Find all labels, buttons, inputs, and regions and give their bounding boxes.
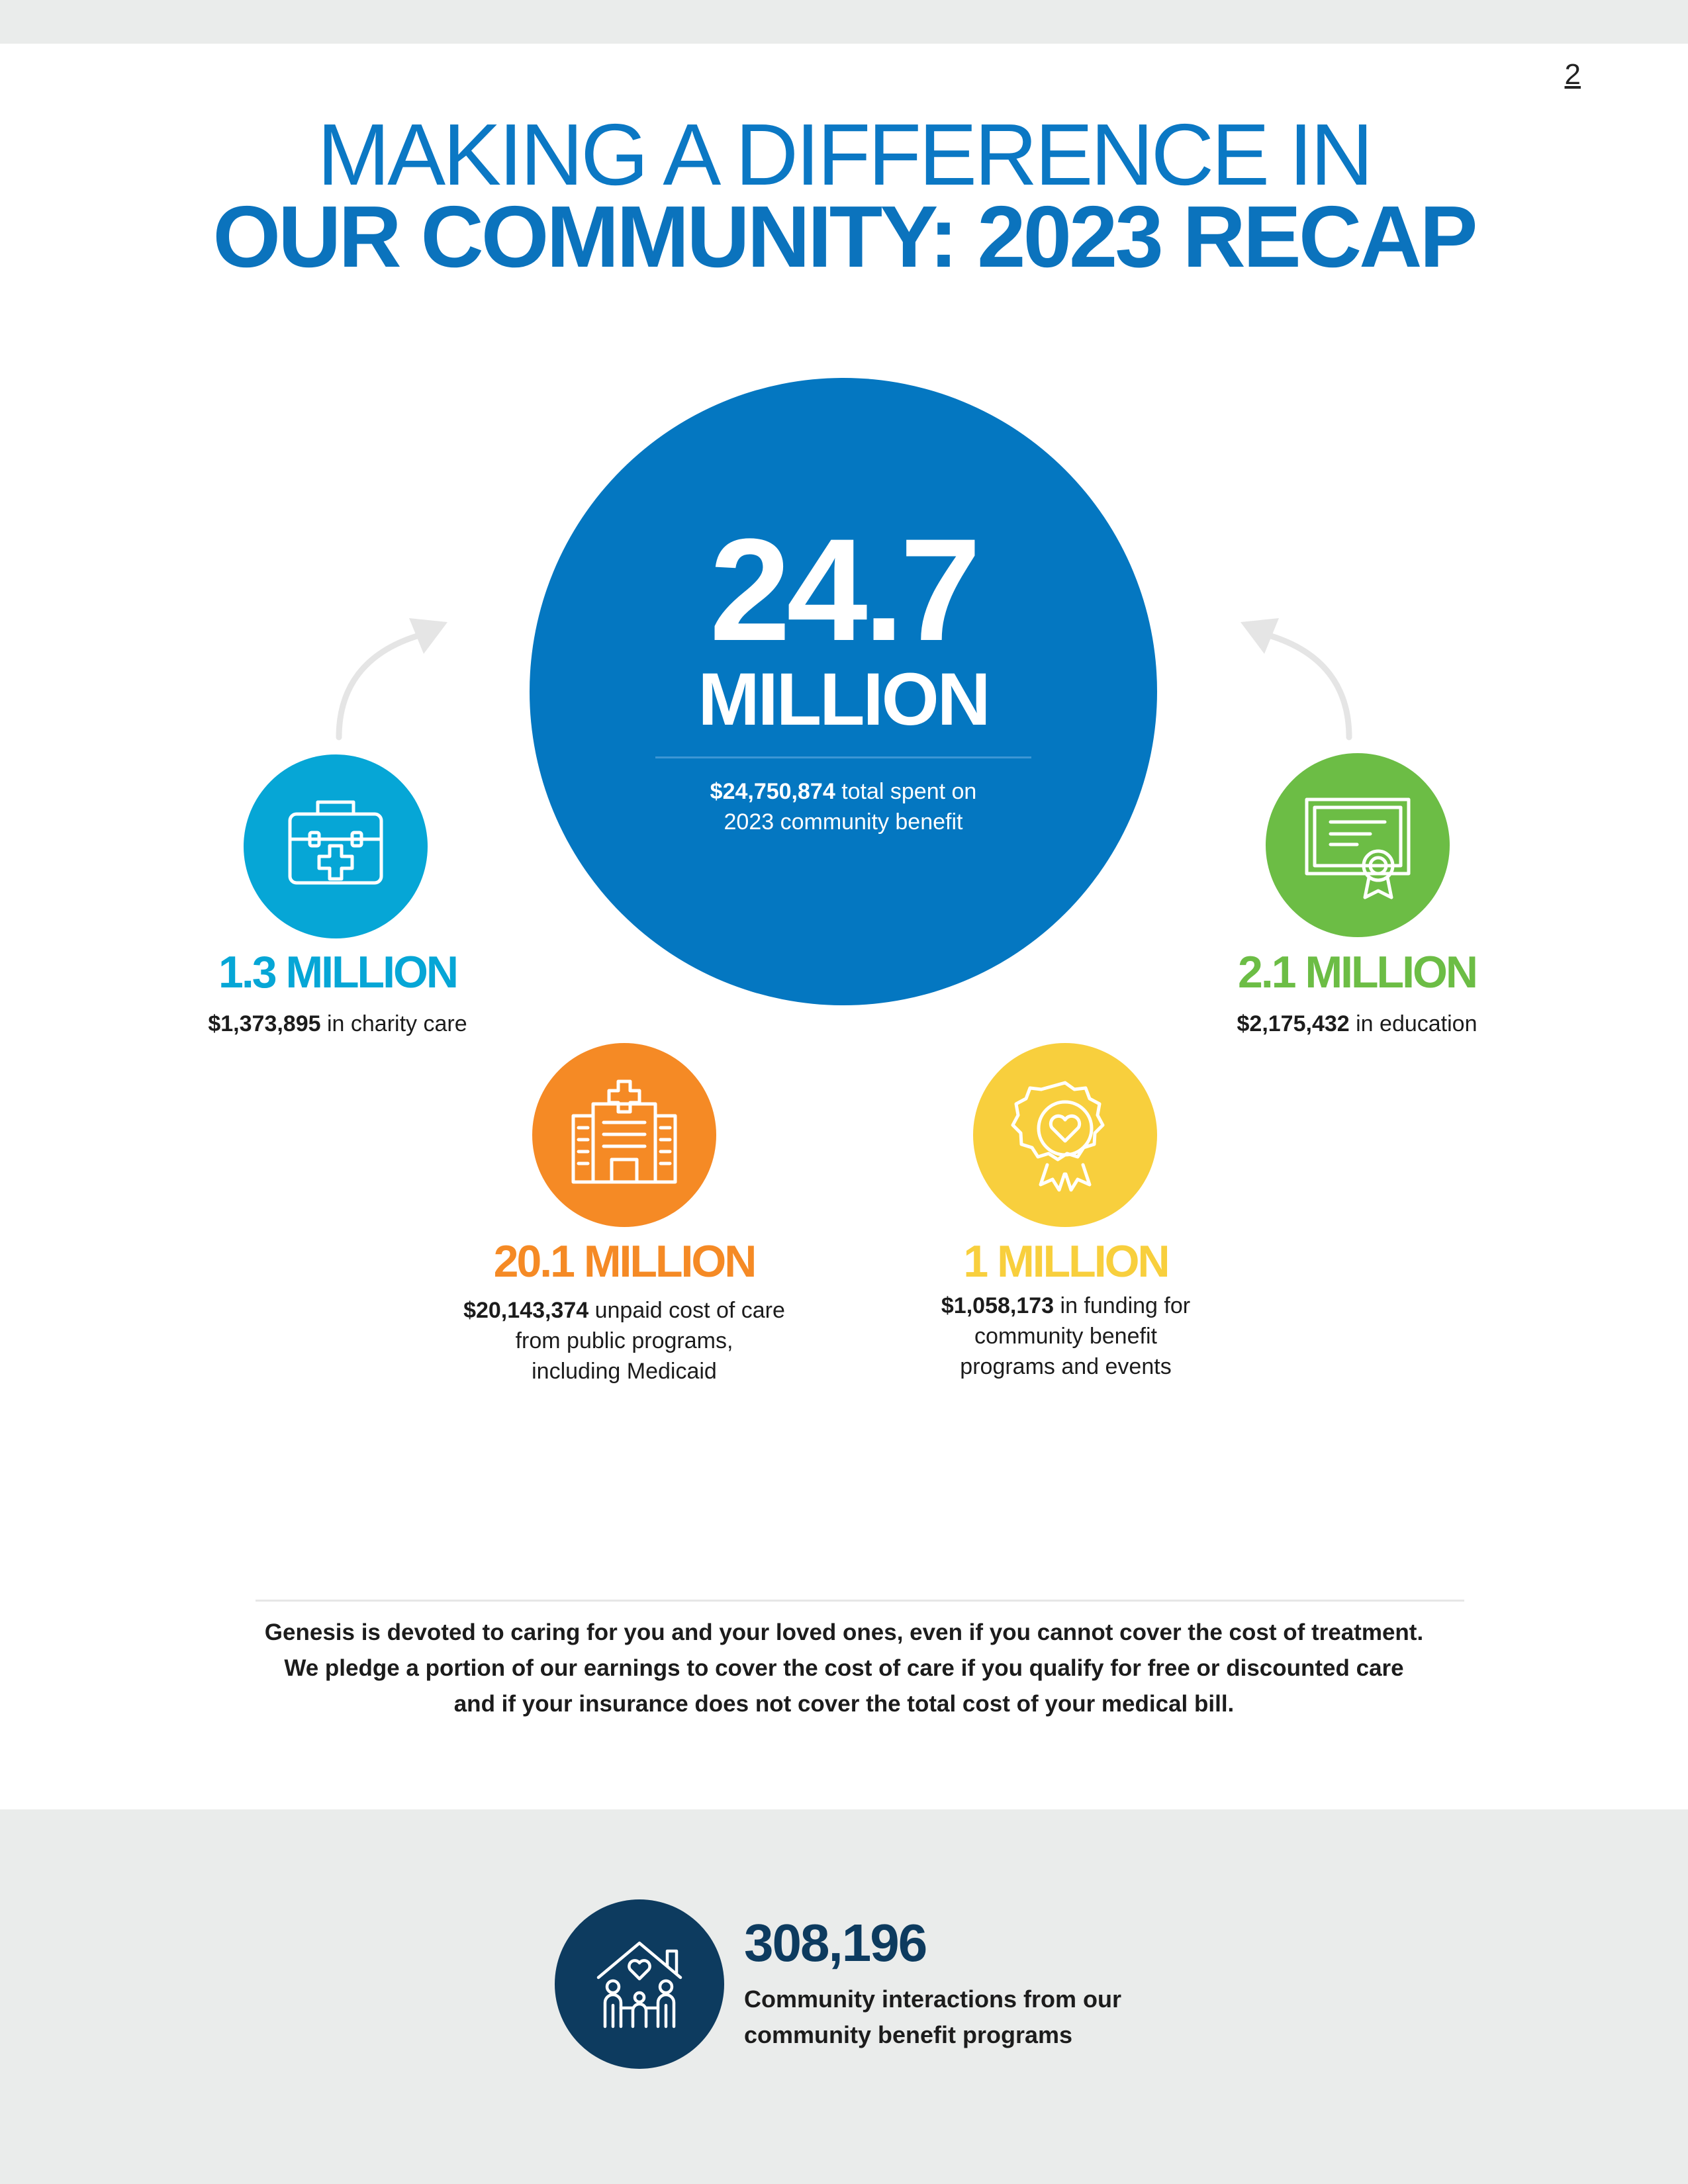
unpaid-care-desc-line1: unpaid cost of care <box>594 1298 785 1323</box>
body-line2: We pledge a portion of our earnings to c… <box>284 1655 1404 1681</box>
unpaid-care-desc: $20,143,374 unpaid cost of care from pub… <box>419 1295 829 1387</box>
charity-care-value: 1.3 MILLION <box>218 947 459 997</box>
education-value: 2.1 MILLION <box>1238 947 1478 997</box>
body-line3: and if your insurance does not cover the… <box>453 1691 1235 1717</box>
total-value: 24.7 <box>709 508 981 671</box>
community-programs-desc-line3: programs and events <box>960 1354 1172 1379</box>
community-programs-desc-line2: community benefit <box>974 1324 1157 1349</box>
community-programs-desc-line1: in funding for <box>1060 1293 1191 1318</box>
community-programs-value: 1 MILLION <box>963 1236 1170 1287</box>
total-caption-line1: total spent on <box>841 779 977 804</box>
hospital-building-icon <box>571 1079 677 1184</box>
total-caption-line2: 2023 community benefit <box>724 809 963 835</box>
divider <box>655 756 1031 758</box>
community-interactions-desc-line1: Community interactions from our <box>744 1985 1122 2013</box>
family-home-icon <box>596 1941 682 2028</box>
section-divider <box>256 1600 1464 1602</box>
total-caption: $24,750,874 total spent on 2023 communit… <box>629 776 1058 837</box>
unpaid-care-desc-line3: including Medicaid <box>532 1359 717 1384</box>
community-programs-circle <box>973 1043 1157 1227</box>
community-interactions-desc: Community interactions from our communit… <box>744 1981 1207 2053</box>
unpaid-care-circle <box>532 1043 716 1227</box>
curved-arrow-right-icon <box>1241 618 1352 741</box>
community-interactions-circle <box>555 1899 724 2069</box>
unpaid-care-value: 20.1 MILLION <box>493 1236 757 1287</box>
charity-care-circle <box>244 754 428 938</box>
charity-care-amount: $1,373,895 <box>208 1011 321 1036</box>
community-interactions-desc-line2: community benefit programs <box>744 2021 1073 2048</box>
body-line1: Genesis is devoted to caring for you and… <box>264 1619 1424 1645</box>
education-circle <box>1266 753 1450 937</box>
community-interactions-value: 308,196 <box>744 1913 927 1972</box>
heart-award-badge-icon <box>1011 1081 1105 1192</box>
body-paragraph: Genesis is devoted to caring for you and… <box>199 1615 1489 1722</box>
unpaid-care-amount: $20,143,374 <box>463 1298 589 1323</box>
education-desc: $2,175,432 in education <box>1172 1009 1542 1039</box>
total-amount: $24,750,874 <box>710 779 835 804</box>
education-amount: $2,175,432 <box>1237 1011 1350 1036</box>
education-desc-line1: in education <box>1356 1011 1477 1036</box>
page-title-line1: MAKING A DIFFERENCE IN <box>317 106 1374 203</box>
curved-arrow-left-icon <box>336 618 447 741</box>
page-number: 2 <box>1564 58 1581 91</box>
first-aid-kit-icon <box>288 800 383 885</box>
charity-care-desc-line1: in charity care <box>326 1011 467 1036</box>
total-benefit-circle: 24.7 MILLION $24,750,874 total spent on … <box>530 378 1157 1005</box>
page-title-line2: OUR COMMUNITY: 2023 RECAP <box>212 188 1477 285</box>
charity-care-desc: $1,373,895 in charity care <box>152 1009 523 1039</box>
certificate-icon <box>1305 797 1411 899</box>
unpaid-care-desc-line2: from public programs, <box>515 1328 733 1353</box>
total-unit: MILLION <box>698 658 990 741</box>
community-programs-desc: $1,058,173 in funding for community bene… <box>880 1291 1251 1382</box>
community-programs-amount: $1,058,173 <box>941 1293 1055 1318</box>
